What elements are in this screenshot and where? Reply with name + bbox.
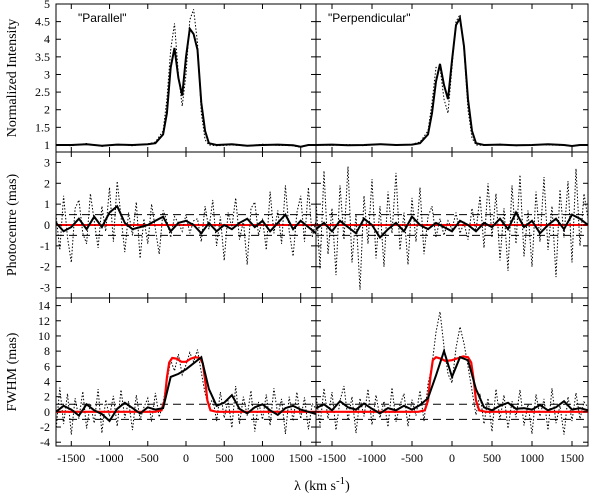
panel-frame xyxy=(315,297,589,447)
y-tick-label: -3 xyxy=(40,281,50,295)
y-tick-label: 3 xyxy=(44,155,50,169)
y-tick-label: 1 xyxy=(44,138,50,152)
y-tick-label: 2 xyxy=(44,176,50,190)
panel-plot-area xyxy=(316,13,588,148)
y-tick-label: 6 xyxy=(44,359,50,373)
series-line-solid xyxy=(316,347,588,415)
y-tick-label: -4 xyxy=(40,435,50,449)
y-tick-label: 12 xyxy=(38,314,50,328)
series-line-solid xyxy=(56,355,316,423)
y-tick-label: 3 xyxy=(44,67,50,81)
x-tick-label: 500 xyxy=(483,451,501,465)
series-line-solid xyxy=(316,15,588,148)
x-tick-label: 500 xyxy=(215,451,233,465)
series-line-solid xyxy=(56,204,316,235)
series-line-solid xyxy=(56,26,316,148)
panel-plot-area xyxy=(316,166,588,290)
panel-r0-c1 xyxy=(315,3,589,153)
x-tick-label: 1500 xyxy=(289,451,313,465)
x-axis-label: λ (km s-1) xyxy=(294,475,350,494)
series-line-dotted xyxy=(56,349,316,435)
y-tick-label: -1 xyxy=(40,239,50,253)
y-tick-label: 5 xyxy=(44,0,50,11)
y-tick-label: 8 xyxy=(44,344,50,358)
panels-layer: 11.522.533.544.55-3-2-10123-4-2024681012… xyxy=(35,0,589,465)
x-tick-label: -500 xyxy=(401,451,423,465)
panel-r2-c0 xyxy=(55,297,317,447)
x-tick-label: -1500 xyxy=(318,451,346,465)
y-tick-label: 14 xyxy=(38,299,50,313)
y-tick-label: 4 xyxy=(44,374,50,388)
x-tick-label: -500 xyxy=(137,451,159,465)
panel-plot-area xyxy=(56,181,316,265)
panel-r2-c1 xyxy=(315,297,589,447)
x-tick-label: 0 xyxy=(183,451,189,465)
y-tick-label: 4.5 xyxy=(35,15,50,29)
series-line-dotted xyxy=(56,181,316,265)
x-tick-label: -1500 xyxy=(57,451,85,465)
x-tick-label: 0 xyxy=(449,451,455,465)
column-title-perpendicular: "Perpendicular" xyxy=(328,11,411,25)
x-tick-label: 1000 xyxy=(250,451,274,465)
y-tick-label: -2 xyxy=(40,260,50,274)
panel-plot-area xyxy=(56,349,316,435)
x-tick-label: -1000 xyxy=(358,451,386,465)
y-tick-label: 0 xyxy=(44,405,50,419)
x-tick-label: -1000 xyxy=(96,451,124,465)
panel-frame xyxy=(55,297,317,447)
panel-r0-c0 xyxy=(55,3,317,153)
panel-plot-area xyxy=(56,9,316,148)
y-axis-label-photocentre: Photocentre (mas) xyxy=(5,174,20,277)
panel-r1-c0 xyxy=(55,151,317,299)
y-axis-label-fwhm: FWHM (mas) xyxy=(5,332,20,411)
y-tick-label: 10 xyxy=(38,329,50,343)
y-tick-label: 2 xyxy=(44,103,50,117)
x-tick-label: 1000 xyxy=(520,451,544,465)
series-line-red xyxy=(316,355,588,413)
y-tick-label: 1.5 xyxy=(35,120,50,134)
series-line-dotted xyxy=(56,9,316,148)
y-tick-label: -2 xyxy=(40,420,50,434)
y-tick-label: 2.5 xyxy=(35,85,50,99)
y-tick-label: 4 xyxy=(44,32,50,46)
y-axis-label-intensity: Normalized Intensity xyxy=(5,19,20,138)
column-title-parallel: "Parallel" xyxy=(78,11,127,25)
series-line-dotted xyxy=(316,166,588,290)
series-line-solid xyxy=(316,210,588,240)
panel-frame xyxy=(315,3,589,153)
y-tick-label: 0 xyxy=(44,218,50,232)
panel-r1-c1 xyxy=(315,151,589,299)
series-line-dotted xyxy=(316,311,588,435)
y-tick-label: 2 xyxy=(44,390,50,404)
x-tick-label: 1500 xyxy=(560,451,584,465)
y-tick-label: 1 xyxy=(44,197,50,211)
y-tick-label: 3.5 xyxy=(35,50,50,64)
panel-plot-area xyxy=(316,311,588,435)
series-line-dotted xyxy=(316,13,588,147)
